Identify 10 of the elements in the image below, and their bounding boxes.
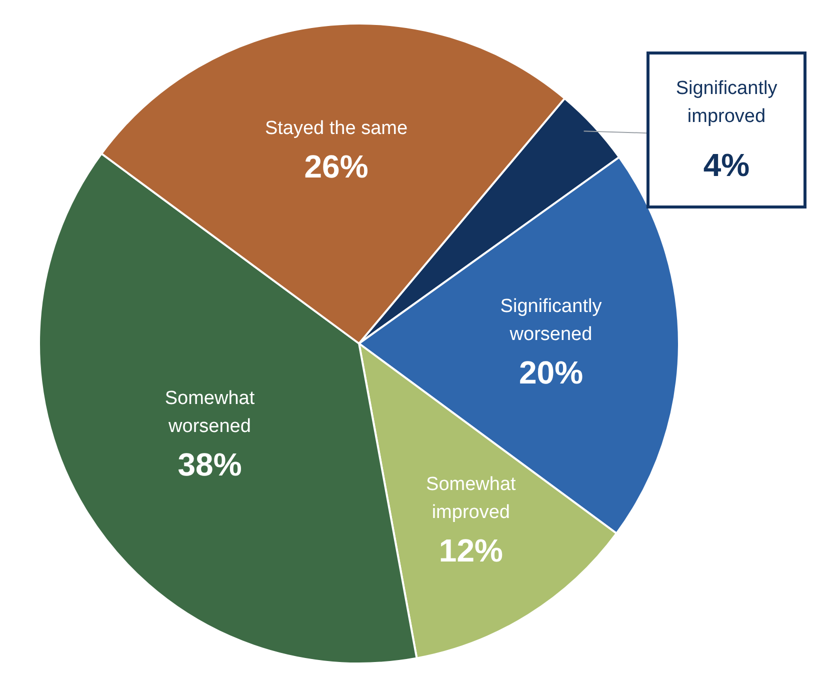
- data-label: 38%: [178, 446, 242, 483]
- slice-label: Stayed the same: [264, 118, 408, 140]
- slice-label: Significantly worsened: [500, 296, 602, 346]
- data-label: 4%: [703, 146, 750, 183]
- data-label: 12%: [438, 532, 503, 568]
- slice-label: Significantly improved: [676, 78, 778, 128]
- data-label: 26%: [304, 148, 368, 185]
- data-label: 20%: [518, 354, 584, 391]
- slice-label: Somewhat improved: [426, 474, 517, 523]
- slice-label: Somewhat worsened: [164, 388, 256, 437]
